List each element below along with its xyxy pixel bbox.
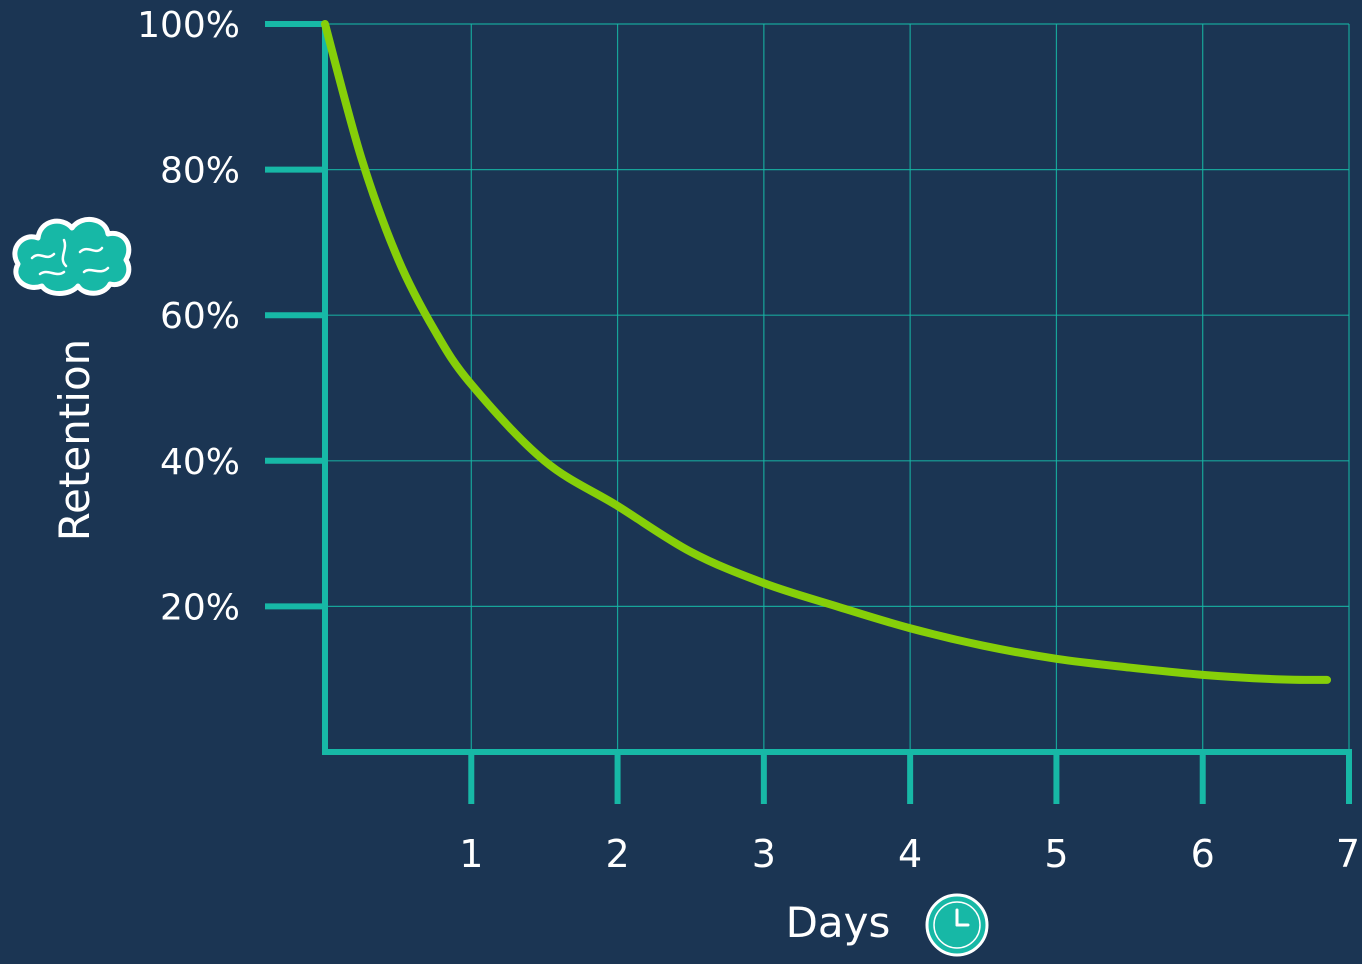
axis-layer bbox=[265, 21, 1352, 804]
clock-icon bbox=[925, 893, 989, 957]
x-tick-label: 5 bbox=[1044, 832, 1068, 876]
x-tick-label: 3 bbox=[752, 832, 776, 876]
y-tick-label: 20% bbox=[160, 587, 240, 628]
label-layer: 20% 40% 60% 80% 100% 1 2 3 4 5 6 7 Days Retention bbox=[50, 5, 1360, 947]
y-tick-label: 60% bbox=[160, 296, 240, 337]
y-tick-label: 40% bbox=[160, 442, 240, 483]
x-tick-label: 4 bbox=[898, 832, 922, 876]
brain-icon bbox=[12, 217, 132, 296]
x-tick-label: 7 bbox=[1336, 832, 1360, 876]
y-tick-label: 80% bbox=[160, 151, 240, 192]
y-tick-label: 100% bbox=[137, 5, 240, 46]
x-tick-label: 2 bbox=[605, 832, 629, 876]
y-axis-label: Retention bbox=[50, 339, 99, 542]
curve-layer bbox=[321, 20, 1332, 684]
x-tick-label: 6 bbox=[1191, 832, 1215, 876]
x-axis-label: Days bbox=[786, 898, 891, 947]
x-tick-label: 1 bbox=[459, 832, 483, 876]
retention-curve bbox=[321, 20, 1332, 684]
